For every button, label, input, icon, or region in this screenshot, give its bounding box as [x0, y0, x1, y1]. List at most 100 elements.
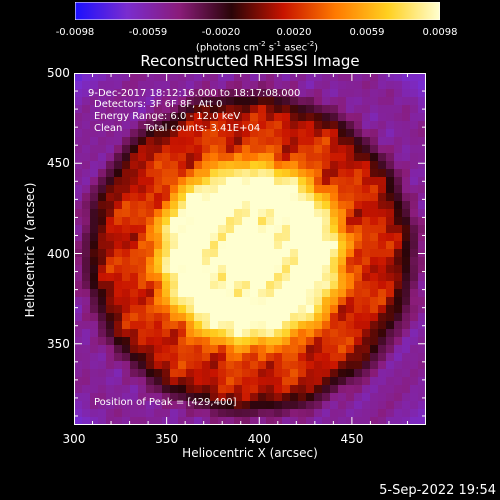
heatmap-cell — [354, 137, 363, 146]
heatmap-cell — [154, 169, 163, 178]
heatmap-cell — [378, 409, 387, 418]
heatmap-cell — [186, 233, 195, 242]
heatmap-cell — [250, 137, 259, 146]
heatmap-cell — [282, 113, 291, 122]
heatmap-cell — [234, 201, 243, 210]
heatmap-cell — [122, 305, 131, 314]
heatmap-cell — [354, 401, 363, 410]
heatmap-cell — [274, 377, 283, 386]
heatmap-cell — [226, 137, 235, 146]
heatmap-cell — [386, 121, 395, 130]
heatmap-cell — [210, 353, 219, 362]
heatmap-cell — [394, 249, 403, 258]
heatmap-cell — [186, 329, 195, 338]
heatmap-cell — [154, 105, 163, 114]
heatmap-cell — [218, 249, 227, 258]
heatmap-cell — [98, 137, 107, 146]
heatmap-cell — [346, 313, 355, 322]
heatmap-cell — [290, 169, 299, 178]
heatmap-cell — [162, 345, 171, 354]
heatmap-cell — [138, 89, 147, 98]
heatmap-cell — [418, 417, 426, 425]
heatmap-cell — [418, 241, 426, 250]
heatmap-cell — [90, 177, 99, 186]
heatmap-cell — [410, 217, 419, 226]
heatmap-cell — [378, 257, 387, 266]
heatmap-cell — [362, 209, 371, 218]
heatmap-cell — [98, 361, 107, 370]
heatmap-cell — [154, 393, 163, 402]
heatmap-cell — [74, 137, 83, 146]
heatmap-cell — [194, 177, 203, 186]
heatmap-cell — [298, 249, 307, 258]
heatmap-cell — [378, 313, 387, 322]
heatmap-cell — [202, 89, 211, 98]
heatmap-cell — [266, 209, 275, 218]
heatmap-cell — [98, 257, 107, 266]
heatmap-cell — [138, 281, 147, 290]
heatmap-cell — [274, 225, 283, 234]
heatmap-cell — [322, 377, 331, 386]
heatmap-cell — [402, 137, 411, 146]
heatmap-cell — [218, 369, 227, 378]
heatmap-cell — [306, 305, 315, 314]
heatmap-cell — [274, 217, 283, 226]
heatmap-cell — [266, 289, 275, 298]
heatmap-cell — [402, 81, 411, 90]
heatmap-cell — [418, 297, 426, 306]
heatmap-cell — [338, 273, 347, 282]
heatmap-cell — [394, 345, 403, 354]
heatmap-cell — [130, 193, 139, 202]
heatmap-cell — [354, 289, 363, 298]
heatmap-cell — [282, 289, 291, 298]
heatmap-cell — [298, 289, 307, 298]
heatmap-cell — [106, 185, 115, 194]
heatmap-cell — [370, 353, 379, 362]
heatmap-cell — [90, 129, 99, 138]
heatmap-cell — [146, 225, 155, 234]
heatmap-cell — [402, 113, 411, 122]
y-axis-label: Heliocentric Y (arcsec) — [23, 182, 37, 318]
heatmap-cell — [266, 105, 275, 114]
heatmap-cell — [106, 393, 115, 402]
heatmap-cell — [98, 313, 107, 322]
heatmap-cell — [274, 129, 283, 138]
heatmap-cell — [74, 89, 83, 98]
energy-range-label: Energy Range: 6.0 - 12.0 keV — [94, 111, 241, 122]
x-tick-label: 300 — [62, 432, 86, 446]
heatmap-cell — [386, 273, 395, 282]
heatmap-cell — [370, 233, 379, 242]
heatmap-cell — [346, 337, 355, 346]
heatmap-cell — [242, 289, 251, 298]
heatmap-cell — [306, 169, 315, 178]
heatmap-cell — [114, 105, 123, 114]
heatmap-cell — [250, 209, 259, 218]
heatmap-cell — [130, 329, 139, 338]
heatmap-cell — [234, 241, 243, 250]
heatmap-cell — [82, 409, 91, 418]
heatmap-cell — [154, 289, 163, 298]
heatmap-cell — [146, 289, 155, 298]
total-counts-label: Total counts: 3.41E+04 — [144, 123, 261, 134]
heatmap-cell — [266, 313, 275, 322]
heatmap-cell — [90, 329, 99, 338]
heatmap-cell — [394, 417, 403, 425]
heatmap-cell — [298, 169, 307, 178]
heatmap-cell — [298, 177, 307, 186]
heatmap-cell — [154, 329, 163, 338]
heatmap-cell — [402, 73, 411, 82]
heatmap-cell — [186, 169, 195, 178]
heatmap-cell — [314, 145, 323, 154]
heatmap-cell — [314, 361, 323, 370]
heatmap-cell — [378, 73, 387, 82]
heatmap-cell — [338, 97, 347, 106]
heatmap-cell — [258, 113, 267, 122]
heatmap-cell — [410, 129, 419, 138]
heatmap-cell — [266, 409, 275, 418]
heatmap-cell — [130, 105, 139, 114]
heatmap-cell — [410, 169, 419, 178]
heatmap-cell — [386, 81, 395, 90]
heatmap-cell — [202, 217, 211, 226]
heatmap-cell — [258, 161, 267, 170]
heatmap-cell — [418, 113, 426, 122]
